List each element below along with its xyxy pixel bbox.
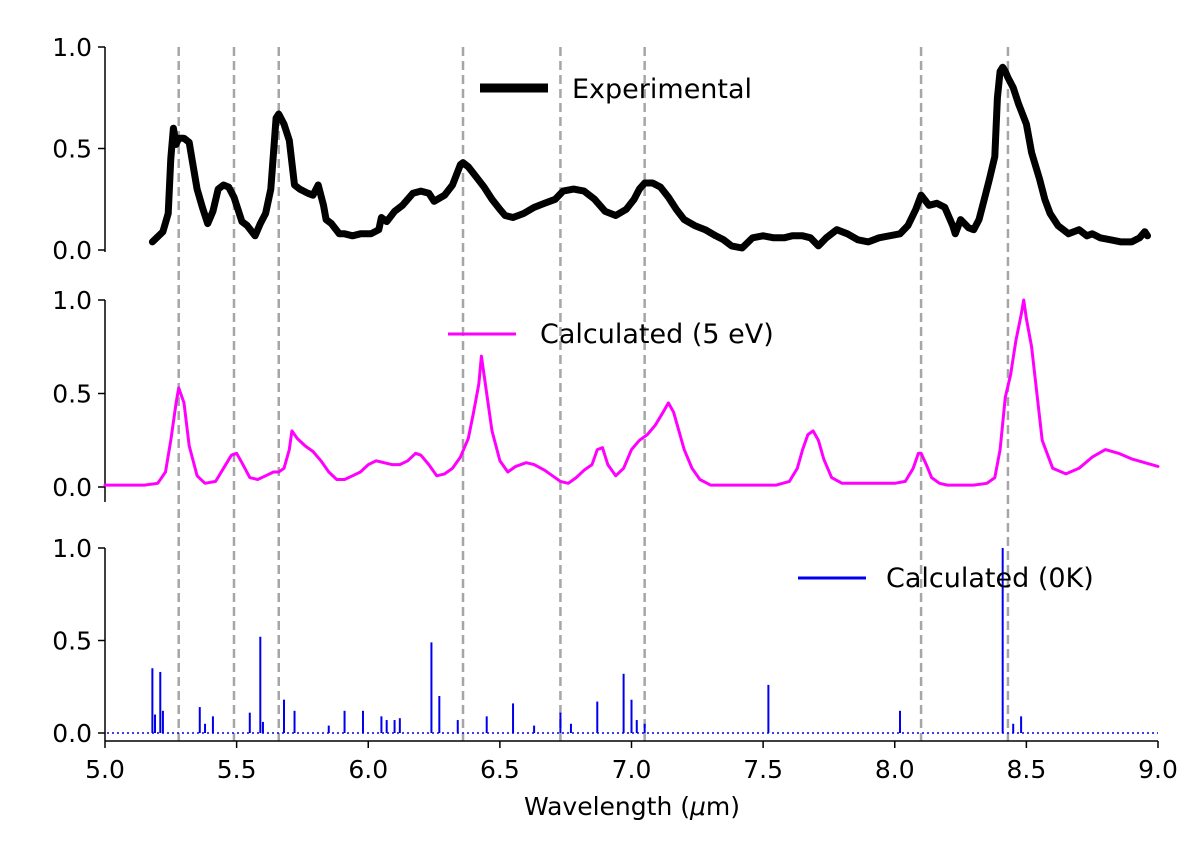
calculated-0k-y-tick-label-2: 1.0 [52,534,92,563]
reference-lines [177,47,1010,741]
x-tick-label-3: 6.5 [480,755,520,784]
x-tick-label-2: 6.0 [348,755,388,784]
calculated-0k-y-tick-label-1: 0.5 [52,627,92,656]
panel-calculated-0k: 0.0 0.5 1.0 Calculated (0K) [52,534,1158,748]
panel-calculated-5ev: 0.0 0.5 1.0 Calculated (5 eV) [52,286,1160,502]
calculated-5ev-y-tick-label-2: 1.0 [52,286,92,315]
calculated-0k-y-tick-label-0: 0.0 [52,719,92,748]
panel-experimental: 0.0 0.5 1.0 Experimental [52,33,1151,265]
x-tick-label-8: 9.0 [1138,755,1178,784]
calculated-5ev-legend-label: Calculated (5 eV) [540,319,774,350]
calculated-0k-legend-label: Calculated (0K) [886,563,1094,594]
experimental-y-tick-label-1: 0.5 [52,135,92,164]
x-tick-label-5: 7.5 [743,755,783,784]
calculated-5ev-y-tick-label-1: 0.5 [52,380,92,409]
x-axis: 5.0 5.5 6.0 6.5 7.0 7.5 8.0 8.5 9.0 [85,740,1178,784]
x-tick-label-6: 8.0 [875,755,915,784]
calculated-5ev-y-tick-label-0: 0.0 [52,473,92,502]
x-tick-label-4: 7.0 [612,755,652,784]
x-axis-label: Wavelength (μm) [524,792,740,821]
experimental-y-tick-label-2: 1.0 [52,33,92,62]
calculated-0k-legend: Calculated (0K) [798,563,1094,594]
calculated-5ev-series-line [103,298,1160,487]
experimental-legend: Experimental [480,74,752,105]
x-tick-label-0: 5.0 [85,755,125,784]
x-tick-label-7: 8.5 [1006,755,1046,784]
x-tick-label-1: 5.5 [217,755,257,784]
experimental-legend-label: Experimental [572,74,752,105]
calculated-5ev-legend: Calculated (5 eV) [448,319,774,350]
experimental-y-tick-label-0: 0.0 [52,236,92,265]
experimental-series-line [148,63,1151,252]
